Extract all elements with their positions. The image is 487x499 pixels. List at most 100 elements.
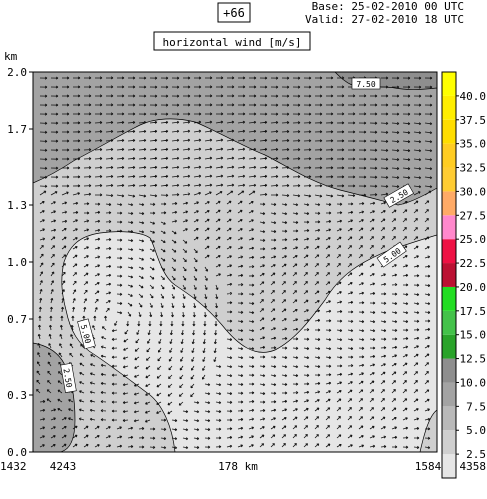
wind-vector	[149, 239, 155, 243]
wind-vector	[194, 94, 202, 98]
wind-vector	[181, 329, 185, 336]
wind-vector	[402, 436, 409, 440]
wind-vector	[270, 184, 279, 188]
wind-vector	[116, 211, 123, 215]
wind-vector	[249, 112, 257, 116]
wind-vector	[116, 311, 123, 315]
wind-vector	[325, 76, 334, 80]
wind-vector	[281, 212, 288, 216]
wind-vector	[402, 167, 411, 171]
wind-vector	[149, 257, 155, 261]
wind-vector	[182, 437, 189, 441]
wind-vector	[259, 336, 266, 340]
wind-vector	[215, 120, 224, 124]
wind-vector	[213, 356, 217, 363]
wind-vector	[248, 138, 257, 142]
wind-vector	[248, 165, 257, 169]
wind-vector	[50, 289, 54, 295]
wind-vector	[204, 165, 213, 169]
wind-vector	[402, 131, 411, 135]
wind-vector	[36, 370, 41, 376]
wind-vector	[160, 257, 166, 262]
wind-vector	[402, 273, 409, 277]
wind-vector	[303, 290, 309, 295]
wind-vector	[292, 346, 299, 350]
wind-vector	[424, 408, 430, 412]
wind-vector	[116, 129, 125, 134]
wind-vector	[156, 392, 162, 397]
wind-vector	[89, 381, 96, 385]
wind-vector	[105, 229, 112, 233]
wind-vector	[105, 130, 114, 134]
wind-vector	[391, 227, 396, 232]
wind-vector	[157, 356, 162, 362]
wind-vector	[270, 299, 275, 304]
wind-vector	[158, 329, 162, 336]
wind-vector	[292, 203, 299, 207]
wind-vector	[281, 94, 290, 98]
wind-vector	[83, 228, 90, 232]
wind-vector	[116, 183, 125, 188]
wind-vector	[358, 184, 367, 188]
colorbar-level-label: 37.5	[460, 114, 487, 127]
wind-vector	[259, 417, 266, 421]
wind-vector	[171, 202, 178, 206]
wind-vector	[127, 220, 134, 224]
wind-vector	[336, 184, 345, 188]
colorbar-level-label: 30.0	[460, 185, 487, 198]
wind-vector	[424, 336, 431, 340]
wind-vector	[182, 257, 187, 263]
wind-vector	[314, 121, 323, 125]
wind-vector	[116, 283, 123, 287]
wind-vector	[116, 120, 125, 125]
wind-vector	[204, 218, 210, 223]
wind-vector	[204, 76, 213, 80]
wind-vector	[369, 166, 378, 170]
wind-vector	[134, 347, 140, 352]
wind-vector	[303, 365, 310, 369]
wind-vector	[270, 425, 276, 430]
wind-vector	[204, 436, 211, 440]
wind-vector	[369, 148, 378, 152]
wind-vector	[215, 236, 221, 241]
wind-vector	[83, 289, 88, 295]
wind-vector	[358, 210, 365, 214]
wind-vector	[402, 158, 411, 162]
wind-vector	[237, 264, 244, 268]
wind-vector	[171, 193, 180, 197]
wind-vector	[145, 365, 151, 370]
wind-vector	[168, 374, 173, 379]
wind-vector	[39, 148, 48, 152]
wind-vector	[193, 191, 202, 196]
wind-vector	[94, 219, 101, 223]
wind-vector	[369, 227, 375, 232]
wind-vector	[402, 140, 411, 144]
wind-vector	[61, 280, 66, 286]
wind-vector	[424, 190, 432, 196]
wind-vector	[116, 76, 125, 80]
wind-vector	[248, 174, 257, 178]
wind-vector	[325, 202, 332, 206]
wind-vector	[237, 94, 246, 98]
wind-vector	[111, 373, 118, 377]
wind-vector	[160, 248, 166, 253]
wind-vector	[292, 94, 301, 98]
wind-vector	[160, 94, 169, 98]
wind-vector	[72, 121, 81, 125]
wind-vector	[402, 407, 408, 412]
wind-vector	[171, 94, 180, 98]
wind-vector	[391, 175, 400, 179]
wind-vector	[182, 129, 191, 133]
colorbar: 2.55.07.510.012.515.017.520.022.525.027.…	[441, 71, 487, 479]
wind-vector	[138, 103, 147, 107]
wind-vector	[39, 166, 48, 170]
wind-vector	[424, 218, 429, 223]
wind-vector	[70, 334, 74, 340]
wind-vector	[79, 362, 85, 367]
wind-vector	[413, 427, 420, 431]
wind-vector	[402, 209, 408, 214]
wind-vector	[391, 283, 398, 287]
wind-vector	[83, 298, 87, 304]
wind-vector	[237, 147, 246, 151]
wind-vector	[413, 176, 422, 180]
